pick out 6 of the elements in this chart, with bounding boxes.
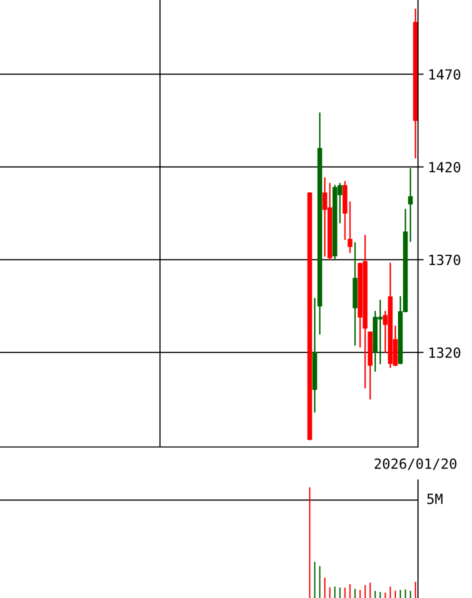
y-tick-label: 1470 — [429, 69, 460, 80]
x-tick-label: 2026/01/20 — [374, 458, 456, 470]
y-tick-label: 1420 — [429, 162, 460, 172]
y-tick-label: 1320 — [429, 347, 460, 358]
ref-line-label: 5M — [427, 494, 442, 504]
y-tick-label: 1370 — [429, 254, 460, 266]
